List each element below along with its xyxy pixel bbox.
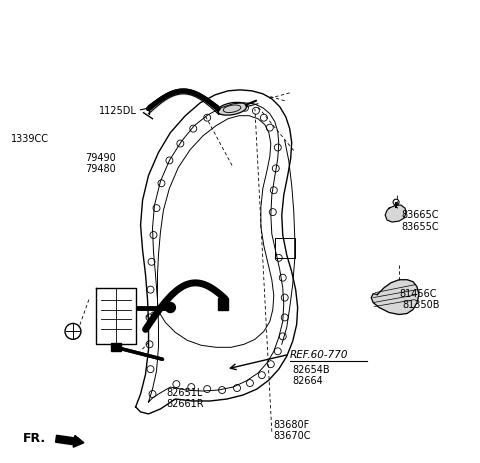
Polygon shape — [371, 280, 419, 314]
Text: 83665C: 83665C — [401, 210, 439, 220]
Text: 1339CC: 1339CC — [11, 134, 49, 144]
Text: REF.60-770: REF.60-770 — [290, 350, 348, 360]
Text: 82651L: 82651L — [166, 388, 203, 398]
Circle shape — [166, 303, 175, 313]
Text: 81456C: 81456C — [399, 288, 436, 299]
Polygon shape — [111, 344, 120, 351]
Text: 82654B: 82654B — [292, 364, 330, 375]
Text: 81350B: 81350B — [402, 300, 440, 310]
Text: FR.: FR. — [23, 432, 47, 445]
Polygon shape — [218, 298, 228, 310]
FancyArrow shape — [56, 435, 84, 447]
Text: 79490: 79490 — [85, 153, 116, 163]
Text: 1125DL: 1125DL — [99, 106, 137, 116]
Text: 83655C: 83655C — [401, 222, 439, 232]
Text: 83670C: 83670C — [274, 432, 311, 441]
Text: 82664: 82664 — [292, 376, 323, 386]
Text: 79480: 79480 — [85, 164, 116, 175]
Ellipse shape — [217, 102, 247, 115]
Text: 82661R: 82661R — [166, 399, 204, 409]
Polygon shape — [96, 288, 136, 344]
Text: 83680F: 83680F — [274, 420, 310, 430]
Polygon shape — [385, 205, 406, 222]
